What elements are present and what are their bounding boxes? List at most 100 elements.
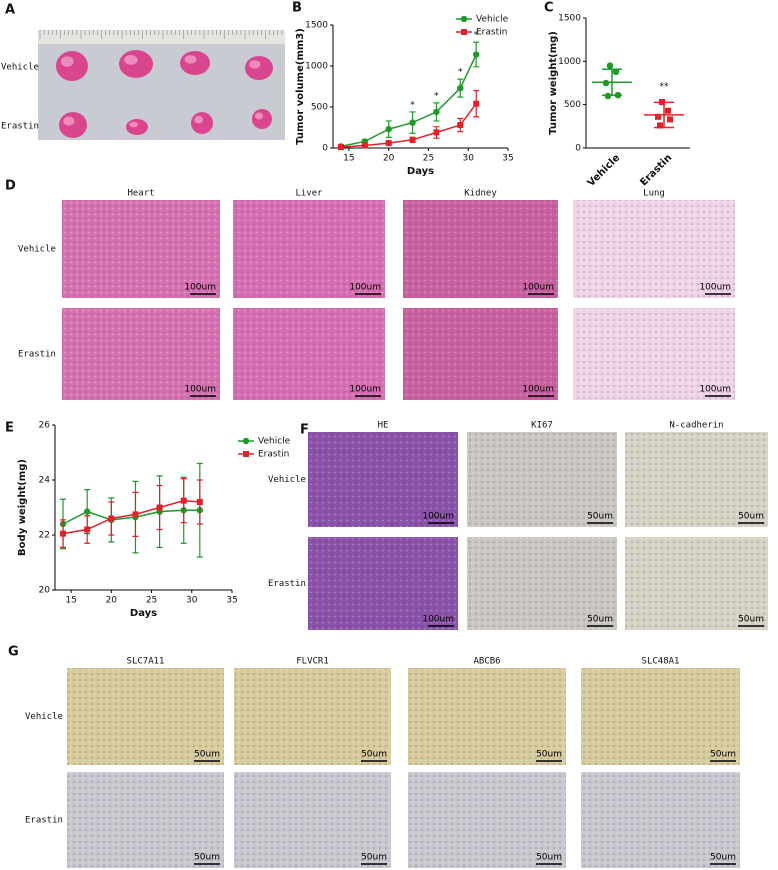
- column-title: Liver: [295, 189, 323, 199]
- micrograph-texture: [625, 537, 768, 630]
- data-point: [84, 526, 91, 533]
- scale-bar-label: 100um: [522, 385, 554, 395]
- row-label: Erastin: [268, 579, 306, 589]
- micrograph-texture: [408, 772, 566, 868]
- scale-bar-label: 100um: [349, 385, 381, 395]
- scale-bar-label: 100um: [349, 283, 381, 293]
- tumor-highlight: [194, 115, 204, 124]
- scale-bar-label: 50um: [361, 853, 387, 863]
- row-label: Vehicle: [25, 712, 63, 722]
- x-tick-label: 35: [502, 154, 513, 164]
- x-tick-label: Erastin: [638, 152, 674, 188]
- column-title: Lung: [643, 189, 665, 199]
- y-tick-label: 500: [564, 100, 581, 110]
- data-point: [180, 497, 187, 504]
- data-point: [108, 515, 115, 522]
- data-point: [457, 84, 464, 92]
- micrograph-texture: [308, 432, 458, 527]
- tumor: [56, 51, 88, 81]
- tumor: [180, 51, 210, 75]
- y-tick-label: 1500: [305, 21, 328, 31]
- x-axis-label: Days: [130, 608, 157, 619]
- scale-bar-label: 50um: [194, 750, 220, 760]
- ruler: [38, 30, 285, 44]
- x-tick-label: 30: [186, 596, 198, 606]
- micrograph-texture: [467, 537, 617, 630]
- x-axis-label: Days: [407, 166, 434, 177]
- row-label: Erastin: [25, 816, 63, 826]
- tumor: [59, 112, 87, 138]
- scale-bar-label: 50um: [710, 750, 736, 760]
- micrograph-texture: [67, 772, 224, 868]
- scale-bar-label: 50um: [738, 615, 764, 625]
- y-tick-label: 1000: [558, 57, 581, 67]
- micrograph-texture: [625, 432, 768, 527]
- micrograph-texture: [67, 668, 224, 765]
- row-label: Vehicle: [18, 245, 56, 255]
- x-tick-label: 20: [383, 154, 395, 164]
- scale-bar-label: 50um: [536, 750, 562, 760]
- scale-bar-label: 50um: [587, 615, 613, 625]
- scale-bar-label: 100um: [422, 512, 454, 522]
- y-tick-label: 1500: [558, 14, 581, 24]
- scale-bar-label: 100um: [422, 615, 454, 625]
- significance: *: [434, 91, 439, 101]
- y-tick-label: 500: [311, 103, 328, 113]
- tumor-highlight: [129, 121, 139, 128]
- micrograph-texture: [234, 772, 391, 868]
- series-line: [340, 54, 477, 148]
- micrograph-texture: [234, 668, 391, 765]
- y-axis-label: Body weight(mg): [17, 459, 28, 556]
- scale-bar-label: 50um: [194, 853, 220, 863]
- x-tick-label: 15: [65, 596, 76, 606]
- scale-bar-label: 100um: [699, 385, 731, 395]
- tumor: [191, 112, 213, 134]
- micrograph-texture: [308, 537, 458, 630]
- data-point: [196, 499, 203, 505]
- panel-label: B: [292, 1, 302, 16]
- legend-label: Vehicle: [476, 15, 509, 25]
- row-label: Erastin: [18, 350, 56, 360]
- data-point: [606, 62, 614, 69]
- micrograph-texture: [233, 308, 385, 400]
- x-tick-label: Vehicle: [586, 152, 623, 189]
- panel-label: C: [544, 1, 554, 16]
- tumor-highlight: [255, 112, 263, 120]
- column-title: SLC48A1: [642, 657, 680, 667]
- column-title: ABCB6: [473, 657, 500, 667]
- column-title: FLVCR1: [296, 657, 329, 667]
- micrograph-texture: [581, 668, 740, 765]
- micrograph-texture: [233, 200, 385, 298]
- scale-bar-label: 100um: [184, 283, 216, 293]
- data-point: [433, 129, 440, 136]
- data-point: [433, 108, 440, 116]
- legend-label: Erastin: [258, 450, 289, 460]
- column-title: Heart: [127, 189, 154, 199]
- scale-bar-label: 50um: [361, 750, 387, 760]
- data-point: [472, 51, 480, 58]
- data-point: [156, 504, 163, 511]
- tumor: [119, 50, 153, 78]
- data-point: [667, 116, 673, 123]
- data-point: [602, 79, 610, 87]
- y-tick-label: 20: [39, 586, 51, 596]
- tumor-highlight: [249, 60, 261, 69]
- data-point: [361, 142, 368, 149]
- data-point: [657, 122, 663, 129]
- y-tick-label: 22: [39, 531, 50, 541]
- micrograph-texture: [573, 200, 735, 298]
- tumor-highlight: [63, 116, 75, 126]
- y-tick-label: 0: [575, 144, 581, 154]
- y-tick-label: 24: [39, 476, 51, 486]
- y-axis-label: Tumor weight(mg): [548, 31, 559, 135]
- data-point: [385, 125, 392, 133]
- micrograph-texture: [408, 668, 566, 765]
- panel-label: F: [300, 423, 309, 438]
- data-point: [604, 92, 612, 100]
- data-point: [409, 119, 416, 126]
- x-tick-label: 20: [106, 596, 118, 606]
- data-point: [132, 511, 139, 518]
- legend-marker: [242, 437, 250, 445]
- scale-bar-label: 50um: [587, 512, 613, 522]
